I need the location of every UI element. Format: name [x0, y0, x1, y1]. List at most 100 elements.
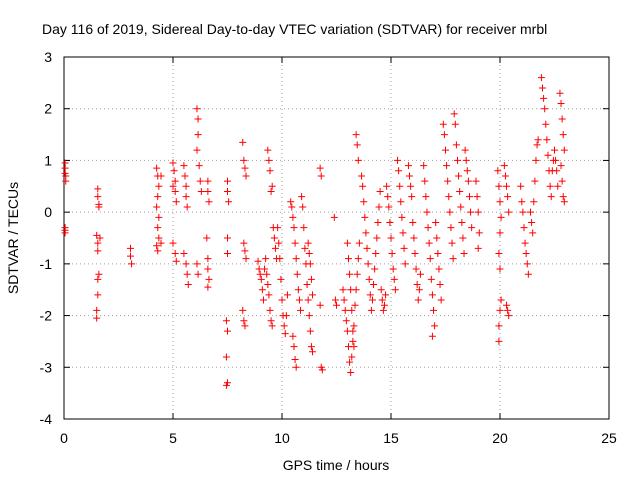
- data-point: [449, 255, 457, 263]
- data-point: [291, 239, 299, 247]
- data-point: [182, 182, 190, 190]
- data-point: [377, 286, 385, 294]
- data-point: [256, 270, 264, 278]
- data-point: [182, 193, 190, 201]
- data-point: [463, 167, 471, 175]
- data-point: [242, 255, 250, 263]
- data-point: [461, 146, 469, 154]
- data-point: [306, 260, 314, 268]
- data-point: [304, 239, 312, 247]
- data-point: [262, 255, 270, 263]
- x-axis-label: GPS time / hours: [283, 457, 390, 473]
- data-point: [224, 234, 231, 242]
- y-axis-label: SDTVAR / TECUs: [5, 182, 21, 294]
- data-point: [400, 244, 408, 252]
- data-point: [317, 172, 325, 180]
- data-point: [205, 198, 213, 206]
- data-point: [543, 136, 551, 144]
- data-point: [242, 172, 250, 180]
- data-point: [182, 260, 190, 268]
- data-point: [300, 224, 308, 232]
- data-point: [385, 203, 393, 211]
- data-point: [409, 218, 417, 226]
- data-point: [394, 156, 402, 164]
- data-point: [283, 291, 291, 299]
- data-point: [349, 337, 357, 345]
- data-point: [239, 306, 247, 314]
- y-tick-label: -4: [40, 411, 53, 427]
- data-point: [293, 270, 301, 278]
- data-point: [397, 198, 405, 206]
- data-point: [257, 275, 265, 283]
- data-point: [258, 286, 266, 294]
- data-point: [240, 317, 248, 325]
- data-point: [154, 193, 162, 201]
- data-point: [294, 286, 302, 294]
- y-tick-label: 1: [44, 152, 52, 168]
- data-point: [318, 366, 326, 374]
- data-point: [290, 224, 298, 232]
- data-point: [169, 239, 177, 247]
- data-point: [222, 381, 230, 389]
- data-point: [559, 131, 567, 139]
- data-point: [464, 177, 472, 185]
- data-point: [495, 322, 503, 330]
- data-point: [467, 208, 475, 216]
- data-point: [540, 94, 548, 102]
- data-point: [267, 187, 275, 195]
- data-point: [241, 322, 249, 330]
- data-point: [265, 156, 273, 164]
- data-point: [453, 156, 461, 164]
- data-point: [391, 286, 399, 294]
- data-point: [193, 260, 201, 268]
- data-point: [504, 193, 512, 201]
- data-point: [292, 255, 300, 263]
- data-point: [299, 203, 307, 211]
- data-point: [447, 224, 455, 232]
- data-point: [503, 301, 511, 309]
- data-point: [462, 156, 470, 164]
- data-point: [297, 306, 305, 314]
- data-point: [261, 265, 269, 273]
- data-point: [316, 164, 324, 172]
- data-point: [496, 306, 504, 314]
- data-point: [437, 296, 445, 304]
- data-point: [225, 198, 233, 206]
- data-point: [240, 239, 248, 247]
- data-point: [276, 255, 284, 263]
- data-point: [443, 162, 451, 170]
- x-tick-label: 5: [169, 430, 177, 446]
- data-point: [359, 182, 367, 190]
- data-point: [347, 368, 355, 376]
- data-point: [265, 291, 273, 299]
- data-point: [331, 296, 339, 304]
- data-point: [194, 270, 202, 278]
- y-tick-label: 3: [44, 49, 52, 65]
- data-point: [94, 247, 102, 255]
- data-point: [274, 224, 282, 232]
- data-point: [171, 177, 179, 185]
- data-point: [361, 213, 369, 221]
- data-point: [289, 332, 297, 340]
- data-point: [503, 182, 511, 190]
- data-point: [95, 270, 103, 278]
- data-point: [544, 151, 552, 159]
- data-point: [537, 74, 545, 82]
- data-point: [390, 275, 398, 283]
- data-point: [496, 265, 504, 273]
- data-point: [542, 120, 550, 128]
- y-tick-label: -3: [40, 359, 53, 375]
- data-point: [434, 250, 442, 258]
- data-point: [560, 198, 568, 206]
- data-point: [374, 218, 382, 226]
- data-point: [280, 322, 288, 330]
- data-point: [292, 363, 300, 371]
- data-point: [264, 146, 272, 154]
- data-point: [341, 306, 349, 314]
- data-point: [388, 250, 396, 258]
- data-point: [432, 218, 440, 226]
- data-point: [446, 208, 454, 216]
- data-point: [154, 224, 162, 232]
- data-point: [404, 162, 412, 170]
- data-point: [153, 242, 161, 250]
